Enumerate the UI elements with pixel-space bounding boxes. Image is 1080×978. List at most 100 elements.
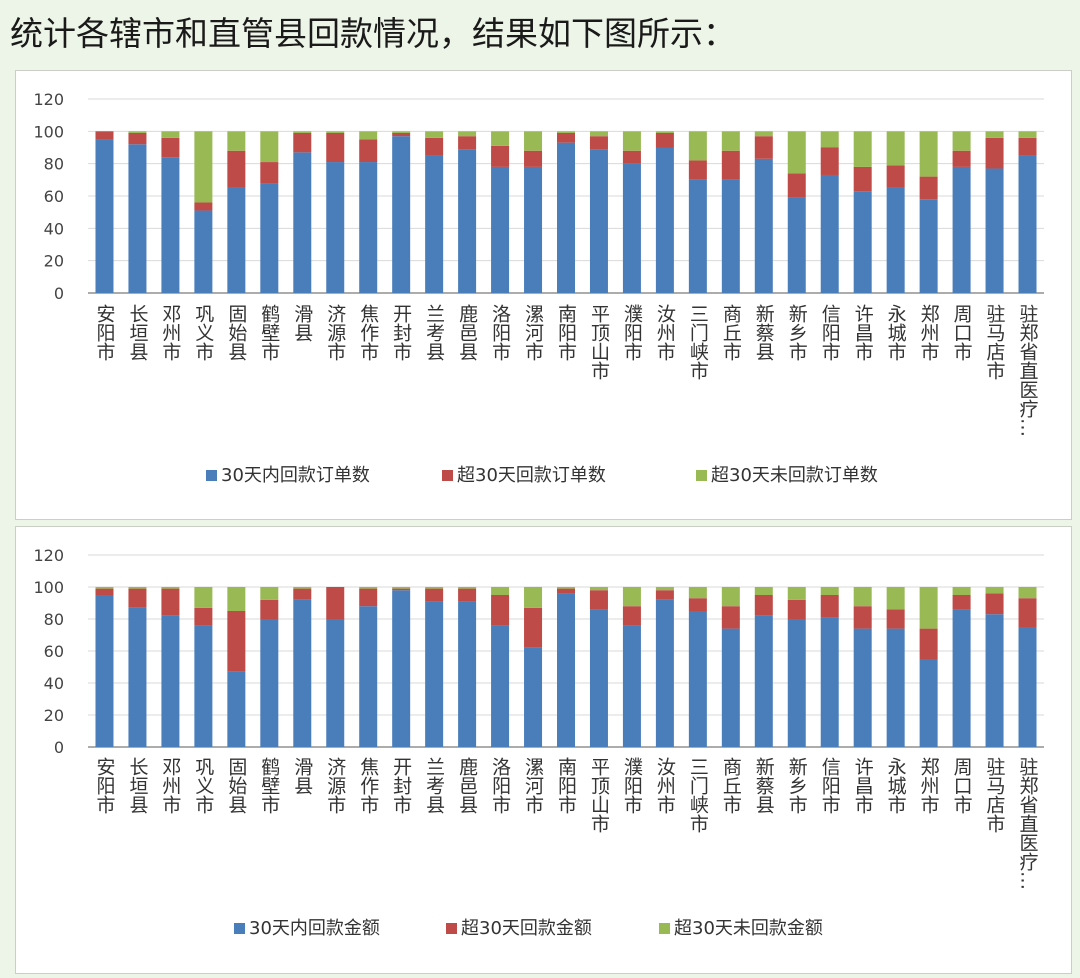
- bar-segment-2: [721, 606, 740, 629]
- amount-chart-panel: 0 20 40 60 80 100 120 安阳市 长垣县 邓州市 巩义市 固始县 鹤壁市 滑县 济源市 焦作…: [15, 526, 1072, 974]
- bar-segment-1: [95, 595, 114, 747]
- bar-segment-3: [886, 131, 905, 166]
- bar-segment-3: [227, 131, 246, 151]
- legend-label-3: 超30天未回款金额: [674, 918, 823, 939]
- bar-segment-3: [985, 587, 1004, 594]
- bar-segment-1: [392, 136, 411, 293]
- bar-segment-2: [919, 176, 938, 200]
- bar-segment-1: [392, 590, 411, 747]
- bar-segment-2: [128, 588, 147, 608]
- bar-segment-1: [589, 149, 608, 293]
- bar-segment-2: [524, 150, 543, 167]
- x-category-label: 永城市: [885, 757, 907, 814]
- x-category-label: 三门峡市: [687, 304, 709, 380]
- bar-segment-3: [194, 131, 213, 203]
- x-category-label: 滑县: [291, 757, 313, 795]
- bar-segment-2: [754, 595, 773, 616]
- y-tick-label: 40: [44, 219, 64, 238]
- order-count-chart-panel: 0 20 40 60 80 100 120 安阳市 长垣县 邓州市 巩义市 固始县 鹤壁市 滑县 济源市 焦作…: [15, 70, 1072, 520]
- y-tick-label: 100: [33, 578, 64, 597]
- bar-segment-2: [293, 132, 312, 153]
- y-tick-label: 0: [54, 738, 64, 757]
- x-category-label: 巩义市: [192, 304, 214, 361]
- bar-segment-1: [293, 599, 312, 747]
- x-category-label: 焦作市: [357, 757, 379, 814]
- x-category-label: 焦作市: [357, 304, 379, 361]
- bar-segment-1: [919, 659, 938, 747]
- bar-segment-1: [326, 619, 345, 747]
- bar-segment-2: [359, 588, 378, 607]
- bar-segment-1: [227, 671, 246, 747]
- bar-segment-3: [524, 131, 543, 151]
- x-category-label: 商丘市: [720, 757, 742, 814]
- bar-segment-1: [161, 615, 180, 747]
- y-tick-label: 60: [44, 187, 64, 206]
- legend-swatch-1: [206, 470, 217, 481]
- x-category-label: 济源市: [324, 304, 346, 361]
- bar-segment-1: [194, 210, 213, 293]
- x-category-label: 鹤壁市: [258, 304, 280, 361]
- y-tick-label: 40: [44, 674, 64, 693]
- bar-segment-2: [524, 607, 543, 648]
- bar-segment-1: [128, 144, 147, 293]
- bar-segment-2: [820, 595, 839, 618]
- bar-segment-2: [985, 137, 1004, 169]
- x-category-label: 三门峡市: [687, 757, 709, 833]
- x-category-label: 汝州市: [654, 757, 676, 814]
- bar-segment-1: [589, 609, 608, 747]
- bar-segment-2: [622, 606, 641, 626]
- legend-label-1: 30天内回款金额: [249, 918, 380, 939]
- bar-segment-2: [886, 165, 905, 188]
- bar-segment-2: [754, 136, 773, 159]
- x-category-label: 鹿邑县: [456, 757, 478, 814]
- bar-segment-2: [227, 611, 246, 672]
- bar-segment-2: [622, 150, 641, 164]
- x-category-label: 驻郑省直医疗…: [1017, 304, 1039, 437]
- bar-segment-2: [557, 588, 575, 594]
- x-category-label: 长垣县: [126, 304, 148, 361]
- bar-segment-2: [589, 590, 608, 610]
- legend-swatch-1: [234, 923, 245, 934]
- bar-segment-2: [557, 132, 575, 143]
- bar-segment-2: [458, 588, 477, 602]
- x-category-label: 信阳市: [819, 304, 841, 361]
- legend-swatch-2: [446, 923, 457, 934]
- bar-segment-1: [425, 601, 444, 747]
- bar-segment-2: [194, 607, 213, 626]
- bar-segment-3: [820, 587, 839, 595]
- x-category-label: 濮阳市: [621, 304, 643, 361]
- bar-segment-2: [952, 150, 971, 167]
- bar-segment-1: [260, 183, 279, 293]
- bar-segment-3: [161, 587, 180, 589]
- x-category-label: 郑州市: [918, 757, 940, 814]
- bar-segment-2: [392, 132, 411, 137]
- bar-segment-1: [359, 162, 378, 293]
- bar-segment-2: [359, 139, 378, 163]
- bar-segment-3: [392, 131, 411, 133]
- bar-segment-2: [161, 588, 180, 616]
- x-category-label: 新乡市: [786, 304, 808, 361]
- bar-segment-1: [787, 197, 806, 293]
- bar-segment-2: [194, 202, 213, 211]
- bar-segment-1: [952, 166, 971, 293]
- bar-segment-3: [589, 131, 608, 137]
- x-category-label: 许昌市: [852, 304, 874, 361]
- legend-swatch-3: [696, 470, 707, 481]
- bar-segment-2: [919, 628, 938, 659]
- bar-segment-1: [491, 625, 510, 747]
- y-tick-label: 80: [44, 610, 64, 629]
- bar-segment-1: [557, 593, 575, 747]
- bar-segment-3: [985, 131, 1004, 138]
- y-tick-label: 120: [33, 546, 64, 565]
- x-category-label: 平顶山市: [588, 304, 610, 380]
- x-category-label: 濮阳市: [621, 757, 643, 814]
- bar-segment-1: [853, 191, 872, 293]
- x-category-label: 汝州市: [654, 304, 676, 361]
- bar-segment-3: [293, 131, 312, 133]
- bar-segment-2: [853, 166, 872, 192]
- x-category-label: 永城市: [885, 304, 907, 361]
- bar-segment-3: [886, 587, 905, 610]
- x-category-label: 兰考县: [423, 304, 445, 361]
- bar-segment-2: [425, 137, 444, 156]
- x-category-label: 周口市: [951, 757, 973, 814]
